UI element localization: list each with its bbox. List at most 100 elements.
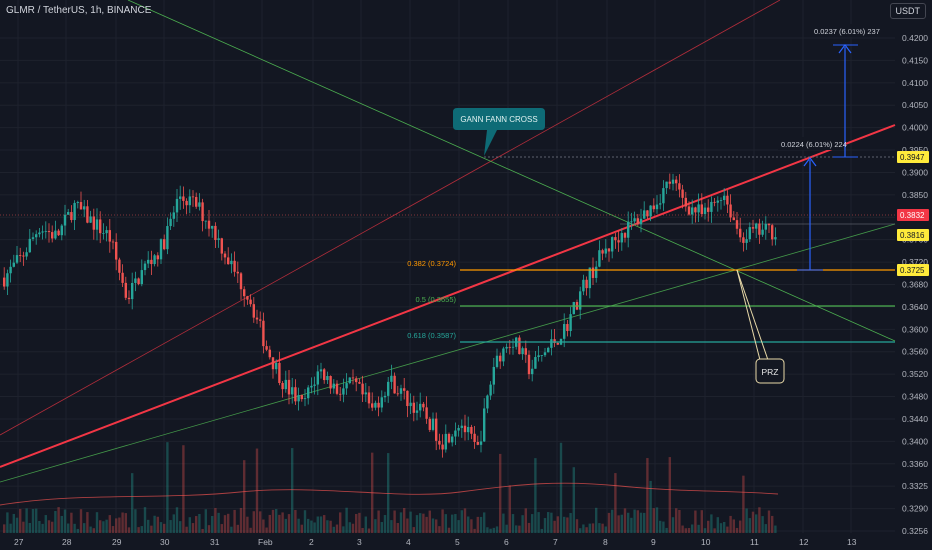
candle-body [291,387,294,395]
candle-body [169,218,172,227]
price-axis[interactable]: 0.42000.41500.41000.40500.40000.39500.39… [897,33,929,536]
candle-body [332,383,335,389]
candle-body [19,255,22,256]
y-tick-label: 0.3600 [902,324,928,334]
prz-label: PRZ [762,367,779,377]
volume-bar [771,515,774,533]
measure-upper-bg [811,24,879,37]
time-axis[interactable]: 27 28 29 30 31 Feb 2 3 4 5 6 7 8 9 10 11 12 13 [14,537,857,547]
candle-body [179,196,182,199]
volume-bar [179,521,182,533]
candle-body [239,273,243,290]
candle-body [390,375,393,382]
volume-bar [393,510,396,533]
volume-bar [201,528,204,533]
volume-bar [479,516,483,533]
candle-body [489,384,492,396]
candle-body [137,278,140,285]
candle-body [655,204,659,210]
candle-body [287,379,291,395]
candle-body [12,262,15,267]
y-tick-label: 0.3640 [902,302,928,312]
volume-bar [767,510,771,533]
volume-bar [467,516,470,533]
candle-body [444,433,447,450]
candle-body [691,207,694,215]
fib-level-label: 0.382 (0.3724) [407,259,456,268]
candle-body [531,368,534,375]
volume-bar [678,509,681,533]
candle-body [719,200,723,201]
candle-body [319,369,323,372]
volume-bar [470,519,473,533]
candle-body [729,204,732,218]
volume-bar [499,453,502,533]
volume-bar [166,442,169,533]
candle-body [185,200,188,206]
price-tag [897,229,929,241]
candle-body [483,408,486,442]
volume-bar [319,516,323,533]
volume-bar [111,526,115,533]
volume-bar [217,512,220,533]
drawing-lines [0,0,896,483]
candle-body [191,196,195,198]
volume-bar [543,518,547,533]
candle-body [121,272,124,283]
volume-bar [252,511,255,533]
candle-body [124,282,127,298]
volume-bar [710,514,713,533]
volume-bar [175,507,179,533]
candle-body [383,395,387,398]
volume-bar [38,520,41,533]
volume-bar [105,519,108,533]
candle-body [150,259,153,265]
candle-body [111,241,115,243]
volume-bar [652,508,655,533]
volume-bar [143,507,147,533]
volume-bar [284,518,287,533]
candle-body [371,403,374,408]
candle-body [118,259,121,273]
candle-body [732,217,735,221]
volume-bar [556,516,559,533]
candle-body [467,426,470,433]
y-tick-label: 0.3720 [902,257,928,267]
volume-bar [313,522,316,533]
volume-bar [300,524,303,533]
volume-bar [617,515,620,533]
candle-body [156,255,159,260]
candle-body [335,383,339,394]
volume-bar [28,522,31,533]
fib-level-label: 0.5 (0.3655) [416,295,457,304]
volume-bar [511,514,515,533]
volume-bar [703,528,707,533]
volume-bar [121,512,124,533]
volume-bar [575,519,579,533]
price-tag [897,209,929,221]
candle-body [313,384,316,386]
candle-body [233,260,236,272]
volume-bar [505,524,508,533]
candle-body [399,388,403,394]
volume-bar [572,467,575,533]
candle-body [547,347,550,353]
candle-body [537,355,540,358]
volume-bar [636,510,639,533]
candle-body [684,197,687,207]
candle-body [105,230,108,234]
candle-body [182,196,185,201]
volume-bar [211,515,214,533]
candle-body [131,282,134,300]
volume-bar [233,509,236,533]
volume-bar [396,523,399,533]
volume-bar [691,524,694,533]
currency-button[interactable]: USDT [889,3,926,19]
volume-bar [390,520,393,533]
x-tick-label: 27 [14,537,24,547]
price-tag-label: 0.3816 [900,231,925,240]
volume-bar [579,528,582,533]
volume-bar [95,512,99,533]
volume-bar [569,513,572,533]
